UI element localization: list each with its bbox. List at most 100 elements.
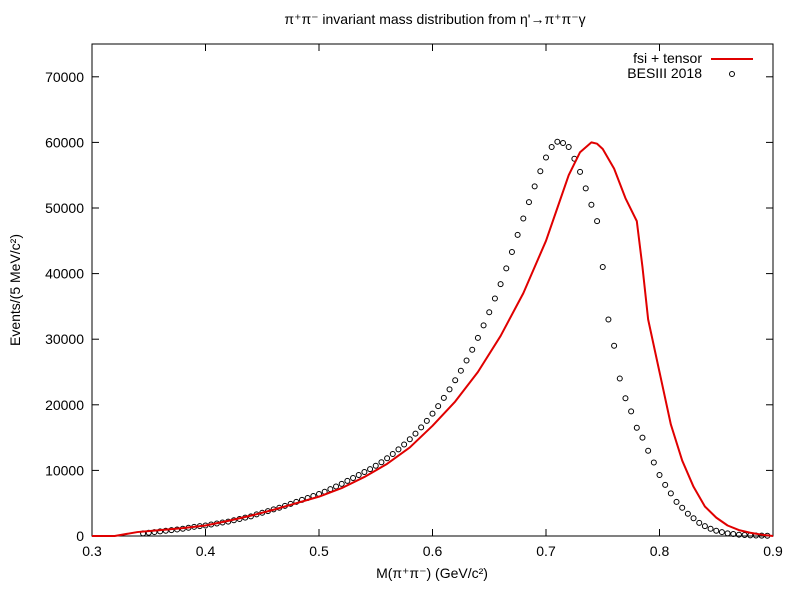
data-point	[423, 417, 430, 424]
data-point	[696, 519, 703, 526]
y-tick-label: 30000	[45, 331, 84, 347]
x-axis-ticks: 0.3 0.4 0.5 0.6 0.7 0.8 0.9	[82, 44, 783, 559]
data-point	[503, 265, 510, 272]
data-point	[724, 530, 731, 537]
data-point	[395, 446, 402, 453]
data-point	[730, 531, 737, 538]
data-point	[367, 466, 374, 473]
data-point	[548, 143, 555, 150]
data-point	[412, 430, 419, 437]
data-point	[372, 462, 379, 469]
y-tick-label: 0	[76, 528, 84, 544]
data-point	[469, 346, 476, 353]
data-point	[577, 168, 584, 175]
data-point	[628, 408, 635, 415]
y-tick-label: 60000	[45, 134, 84, 150]
data-point	[684, 510, 691, 517]
x-tick-label: 0.7	[536, 543, 556, 559]
y-tick-label: 20000	[45, 397, 84, 413]
data-point	[713, 527, 720, 534]
x-tick-label: 0.9	[763, 543, 783, 559]
data-point	[673, 498, 680, 505]
data-point	[605, 316, 612, 323]
x-tick-label: 0.4	[196, 543, 216, 559]
data-point	[560, 140, 567, 147]
data-point	[474, 334, 481, 341]
data-point	[508, 248, 515, 255]
data-point	[480, 322, 487, 329]
data-point	[707, 525, 714, 532]
data-point	[151, 529, 158, 536]
data-point	[582, 185, 589, 192]
y-tick-label: 40000	[45, 266, 84, 282]
data-point	[718, 529, 725, 536]
x-tick-label: 0.3	[82, 543, 102, 559]
legend-label-data: BESIII 2018	[627, 65, 702, 81]
data-point	[554, 138, 561, 145]
data-point	[565, 143, 572, 150]
data-point	[406, 436, 413, 443]
data-points-besiii-2018	[140, 138, 771, 539]
data-point	[679, 504, 686, 511]
data-point	[543, 154, 549, 161]
data-point	[435, 403, 442, 410]
legend: fsi + tensor BESIII 2018	[627, 50, 753, 81]
y-axis-ticks: 0 10000 20000 30000 40000 50000 60000 70000	[45, 69, 773, 544]
y-axis-label: Events/(5 MeV/c²)	[7, 234, 23, 346]
data-point	[497, 281, 504, 288]
data-point	[622, 395, 629, 402]
data-point	[452, 377, 459, 384]
data-point	[378, 459, 385, 466]
chart-title: π⁺π⁻ invariant mass distribution from η'…	[284, 11, 585, 27]
fit-line	[92, 141, 774, 537]
data-point	[611, 342, 618, 349]
data-point	[525, 199, 532, 206]
data-point	[639, 434, 646, 441]
data-point	[486, 309, 493, 316]
data-point	[520, 215, 527, 222]
data-point	[157, 528, 164, 535]
data-point	[457, 367, 464, 374]
data-point	[418, 424, 425, 431]
data-point	[514, 231, 521, 238]
y-tick-label: 50000	[45, 200, 84, 216]
data-point	[690, 515, 697, 522]
x-tick-label: 0.6	[423, 543, 443, 559]
data-point	[355, 471, 362, 478]
data-point	[616, 375, 623, 382]
x-tick-label: 0.5	[309, 543, 329, 559]
data-point	[741, 532, 748, 539]
data-point	[361, 469, 368, 476]
legend-swatch-data	[729, 71, 735, 77]
plot-frame	[91, 43, 774, 537]
data-point	[350, 474, 357, 481]
data-point	[650, 459, 657, 466]
data-point	[446, 386, 453, 393]
data-point	[338, 480, 345, 487]
data-point	[384, 455, 391, 462]
data-point	[735, 531, 742, 538]
data-point	[599, 264, 606, 271]
data-point	[333, 483, 340, 490]
plot-area-frame	[91, 43, 774, 537]
data-point	[401, 441, 408, 448]
data-point	[531, 183, 538, 190]
data-point	[667, 490, 674, 497]
data-point	[588, 201, 595, 208]
data-point	[463, 357, 470, 364]
data-point	[389, 451, 396, 457]
data-point	[633, 424, 640, 431]
data-point	[594, 218, 601, 225]
data-point	[537, 168, 544, 175]
x-tick-label: 0.8	[650, 543, 670, 559]
data-point	[344, 477, 351, 484]
data-point	[662, 481, 669, 488]
data-point	[656, 471, 663, 478]
data-point	[645, 447, 652, 454]
y-tick-label: 10000	[45, 462, 84, 478]
fit-curve	[92, 141, 774, 537]
y-tick-label: 70000	[45, 69, 84, 85]
data-point	[440, 394, 447, 401]
data-point	[701, 523, 708, 530]
